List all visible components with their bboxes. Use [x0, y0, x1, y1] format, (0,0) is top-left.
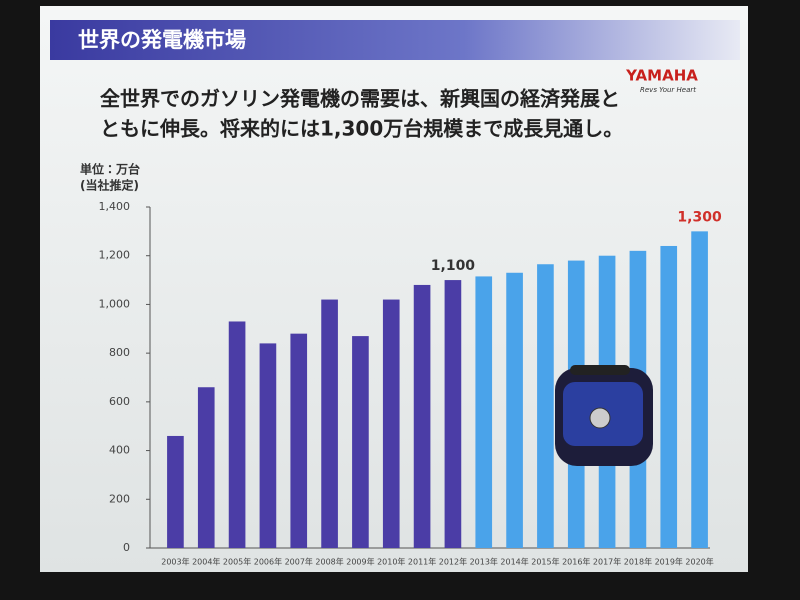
x-tick-label: 2012年: [439, 557, 467, 567]
y-tick-label: 1,200: [99, 249, 131, 262]
data-label: 1,100: [431, 258, 476, 274]
bar: [537, 264, 554, 548]
x-tick-label: 2010年: [377, 557, 405, 567]
y-tick-label: 1,400: [99, 200, 131, 213]
x-tick-label: 2005年: [223, 557, 251, 567]
x-tick-label: 2020年: [685, 557, 713, 567]
x-tick-label: 2003年: [161, 557, 189, 567]
bar: [290, 333, 308, 548]
x-tick-label: 2006年: [254, 557, 282, 567]
x-tick-label: 2007年: [285, 557, 313, 567]
x-tick-label: 2008年: [315, 557, 343, 567]
y-axis-label: (当社推定): [80, 178, 139, 193]
y-tick-label: 600: [109, 395, 130, 408]
x-tick-label: 2013年: [470, 557, 498, 567]
y-tick-label: 400: [109, 444, 130, 457]
bar: [475, 276, 493, 548]
y-axis-label: 単位：万台: [80, 162, 140, 177]
data-label: 1,300: [677, 209, 722, 225]
generator-image: [555, 365, 653, 466]
y-tick-label: 1,000: [99, 297, 131, 310]
x-tick-label: 2009年: [346, 557, 374, 567]
bar: [660, 245, 678, 548]
bar: [352, 336, 369, 548]
headline: 全世界でのガソリン発電機の需要は、新興国の経済発展と: [100, 87, 620, 111]
bar: [506, 272, 523, 548]
x-tick-label: 2019年: [655, 557, 683, 567]
x-tick-label: 2011年: [408, 557, 436, 567]
y-tick-label: 800: [109, 346, 130, 359]
header-bar: [50, 20, 740, 60]
logo: YAMAHA: [625, 67, 698, 85]
x-tick-label: 2016年: [562, 557, 590, 567]
headline: ともに伸長。将来的には1,300万台規模まで成長見通し。: [100, 117, 623, 141]
bar: [691, 231, 708, 548]
generator-dial: [589, 407, 611, 429]
x-tick-label: 2017年: [593, 557, 621, 567]
slide-title: 世界の発電機市場: [78, 28, 246, 52]
tagline: Revs Your Heart: [640, 86, 696, 94]
bar: [382, 299, 400, 548]
x-tick-label: 2004年: [192, 557, 220, 567]
bar: [444, 280, 462, 548]
bar: [259, 343, 277, 548]
y-tick-label: 200: [109, 492, 130, 505]
x-tick-label: 2015年: [531, 557, 559, 567]
x-tick-label: 2018年: [624, 557, 652, 567]
bar: [197, 387, 215, 548]
bar: [413, 284, 431, 548]
bar: [321, 299, 338, 548]
y-tick-label: 0: [123, 541, 130, 554]
bar: [167, 435, 184, 548]
x-tick-label: 2014年: [500, 557, 528, 567]
bar: [228, 321, 246, 548]
generator-handle: [570, 365, 630, 375]
